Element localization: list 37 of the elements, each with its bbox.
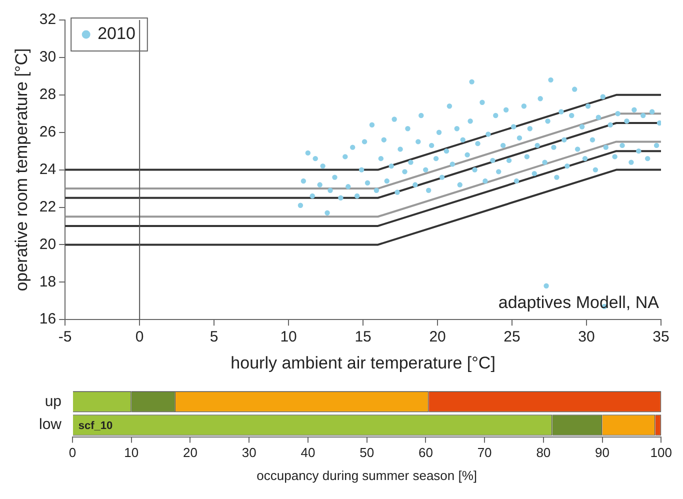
y-tick-label: up: [44, 392, 62, 410]
y-tick-label: 20: [39, 236, 56, 253]
y-tick-label: 18: [39, 273, 56, 290]
x-tick-label: 50: [360, 445, 374, 460]
y-axis-title: operative room temperature [°C]: [12, 48, 31, 292]
y-tick-label: 24: [39, 160, 56, 178]
x-tick-label: 30: [242, 445, 256, 460]
x-axis-title: hourly ambient air temperature [°C]: [230, 353, 496, 372]
x-tick-label: -5: [58, 328, 72, 346]
x-tick-label: 100: [650, 445, 672, 460]
x-tick-label: 80: [536, 445, 551, 460]
x-tick-label: 40: [300, 445, 316, 460]
x-tick-label: 60: [418, 445, 433, 460]
x-tick-label: 10: [124, 445, 139, 460]
y-tick-label: 30: [39, 48, 56, 66]
y-tick-label: 26: [39, 123, 56, 140]
legend-label: 2010: [98, 24, 136, 44]
x-tick-label: 35: [652, 328, 670, 346]
x-tick-label: 0: [135, 328, 144, 346]
x-axis-title: occupancy during summer season [%]: [256, 468, 478, 483]
y-tick-label: 22: [39, 198, 56, 216]
y-tick-label: 16: [39, 310, 56, 328]
x-tick-label: 5: [210, 328, 218, 346]
annotation: scf_10: [78, 420, 113, 432]
x-tick-label: 10: [280, 328, 297, 346]
x-tick-label: 0: [68, 445, 76, 460]
y-tick-label: 32: [39, 11, 56, 28]
x-tick-label: 70: [477, 445, 492, 460]
x-tick-label: 25: [504, 328, 520, 346]
y-tick-label: 28: [39, 86, 56, 104]
x-tick-label: 20: [429, 328, 446, 346]
x-tick-label: 30: [578, 328, 595, 346]
y-tick-label: low: [38, 416, 62, 434]
x-tick-label: 20: [183, 445, 198, 460]
x-tick-label: 15: [354, 328, 372, 346]
x-tick-label: 90: [595, 445, 610, 460]
annotation: adaptives Modell, NA: [498, 292, 660, 312]
